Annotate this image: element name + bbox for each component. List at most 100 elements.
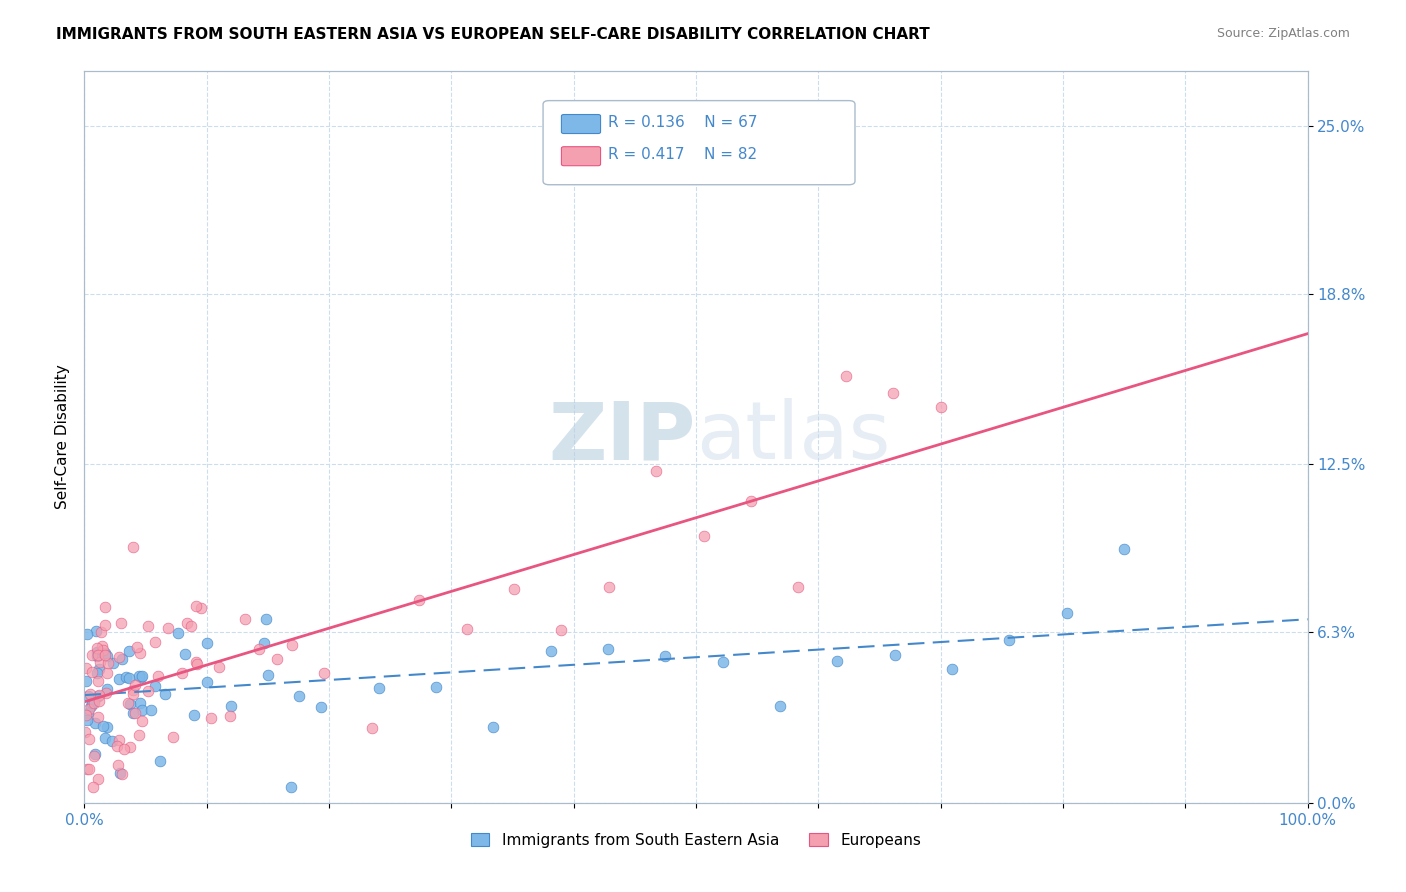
- Point: [129, 670, 152, 684]
- Point: [87, 648, 110, 663]
- Point: [195, 675, 218, 690]
- Text: atlas: atlas: [696, 398, 890, 476]
- Text: R = 0.136    N = 67: R = 0.136 N = 67: [607, 115, 758, 130]
- Point: [128, 728, 150, 742]
- Point: [195, 636, 218, 650]
- Point: [131, 669, 153, 683]
- Point: [136, 618, 159, 632]
- Point: [101, 734, 124, 748]
- Point: [124, 678, 146, 692]
- Point: [266, 652, 288, 666]
- Point: [118, 697, 141, 711]
- Point: [136, 683, 159, 698]
- Point: [94, 647, 117, 661]
- Text: Source: ZipAtlas.com: Source: ZipAtlas.com: [1216, 27, 1350, 40]
- Point: [827, 655, 849, 669]
- Point: [82, 696, 104, 710]
- Point: [96, 682, 118, 697]
- Point: [143, 679, 166, 693]
- Point: [83, 747, 105, 761]
- Point: [218, 708, 240, 723]
- Point: [83, 696, 105, 710]
- Point: [87, 662, 110, 676]
- Point: [77, 689, 100, 703]
- Point: [998, 632, 1021, 647]
- Point: [75, 725, 97, 739]
- Point: [408, 592, 430, 607]
- Point: [692, 529, 714, 543]
- Point: [108, 649, 131, 664]
- Text: ZIP: ZIP: [548, 398, 696, 476]
- FancyBboxPatch shape: [561, 146, 600, 166]
- Point: [115, 670, 138, 684]
- Point: [131, 703, 153, 717]
- Point: [76, 762, 98, 776]
- Point: [200, 711, 222, 725]
- Point: [97, 656, 120, 670]
- Point: [174, 648, 197, 662]
- Point: [425, 680, 447, 694]
- Point: [208, 660, 231, 674]
- Point: [835, 369, 858, 384]
- Point: [110, 616, 132, 631]
- Point: [110, 652, 132, 666]
- Point: [96, 648, 118, 663]
- Point: [80, 665, 103, 679]
- Point: [87, 772, 110, 786]
- Point: [94, 600, 117, 615]
- Point: [247, 642, 270, 657]
- Point: [172, 666, 194, 681]
- Point: [83, 748, 105, 763]
- Point: [184, 599, 207, 614]
- Point: [314, 666, 336, 681]
- Point: [101, 656, 124, 670]
- Point: [183, 707, 205, 722]
- Point: [281, 638, 304, 652]
- Point: [122, 540, 145, 554]
- Point: [482, 720, 505, 734]
- Point: [254, 612, 277, 626]
- Point: [124, 706, 146, 720]
- Point: [77, 732, 100, 747]
- Point: [86, 640, 108, 655]
- FancyBboxPatch shape: [561, 114, 600, 134]
- Point: [180, 619, 202, 633]
- Point: [80, 648, 103, 662]
- Point: [76, 714, 98, 728]
- Point: [83, 716, 105, 731]
- Point: [122, 682, 145, 697]
- Point: [882, 386, 904, 401]
- Point: [711, 655, 734, 669]
- Point: [87, 694, 110, 708]
- Point: [86, 648, 108, 663]
- Point: [118, 671, 141, 685]
- Point: [77, 762, 100, 776]
- Point: [167, 626, 190, 640]
- FancyBboxPatch shape: [543, 101, 855, 185]
- Text: R = 0.417    N = 82: R = 0.417 N = 82: [607, 146, 756, 161]
- Point: [645, 465, 668, 479]
- Point: [76, 627, 98, 641]
- Point: [129, 696, 152, 710]
- Legend: Immigrants from South Eastern Asia, Europeans: Immigrants from South Eastern Asia, Euro…: [465, 827, 927, 854]
- Point: [156, 621, 179, 635]
- Point: [117, 644, 139, 658]
- Point: [190, 601, 212, 615]
- Point: [929, 400, 952, 414]
- Point: [120, 740, 142, 755]
- Point: [280, 780, 302, 795]
- Point: [84, 624, 107, 639]
- Text: IMMIGRANTS FROM SOUTH EASTERN ASIA VS EUROPEAN SELF-CARE DISABILITY CORRELATION : IMMIGRANTS FROM SOUTH EASTERN ASIA VS EU…: [56, 27, 929, 42]
- Point: [550, 623, 572, 637]
- Point: [83, 694, 105, 708]
- Point: [75, 674, 97, 689]
- Point: [596, 642, 619, 657]
- Point: [105, 739, 128, 754]
- Point: [90, 624, 112, 639]
- Point: [121, 706, 143, 720]
- Point: [139, 703, 162, 717]
- Point: [107, 758, 129, 772]
- Point: [86, 710, 108, 724]
- Point: [1056, 606, 1078, 620]
- Point: [148, 669, 170, 683]
